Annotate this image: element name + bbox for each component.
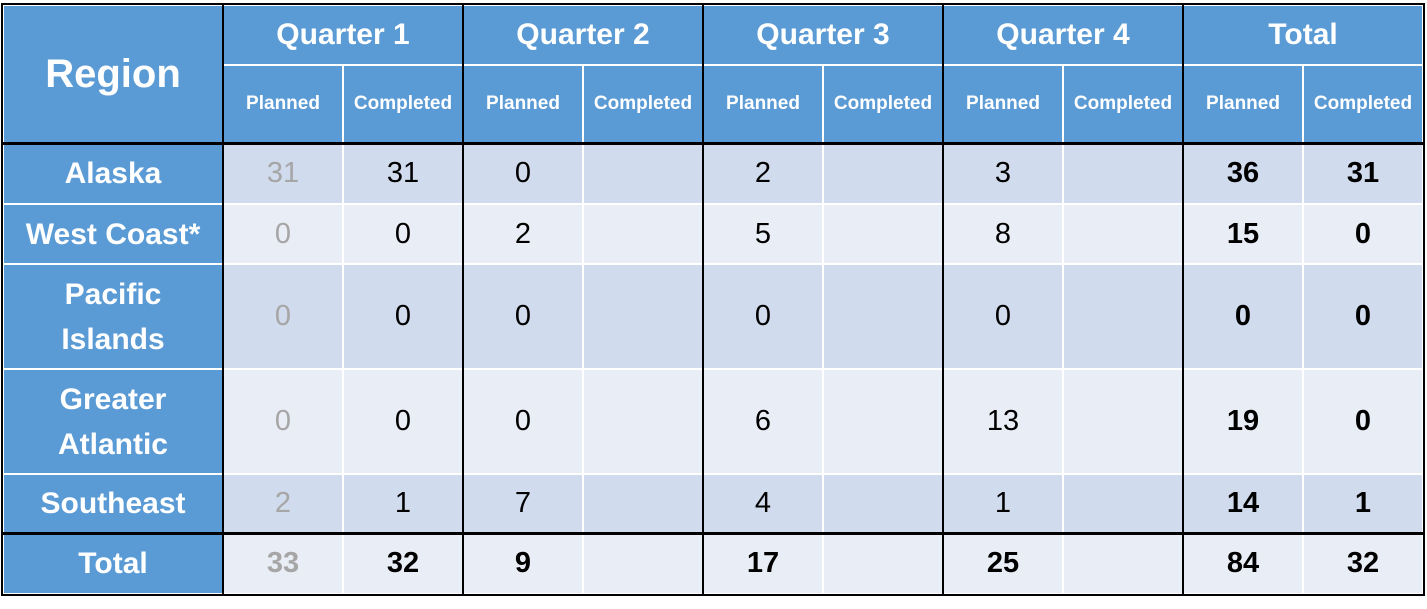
value-cell: 0 (943, 264, 1063, 369)
border-line (462, 5, 464, 594)
value-cell: 0 (223, 369, 343, 474)
border-line (1, 3, 3, 596)
region-header: Region (3, 5, 223, 143)
value-cell: 0 (463, 264, 583, 369)
border-line (1182, 5, 1184, 594)
column-header: Planned (703, 65, 823, 143)
region-cell: Total (3, 533, 223, 594)
value-cell: 32 (343, 533, 463, 594)
value-cell: 0 (463, 369, 583, 474)
border-line (1, 594, 1425, 596)
value-cell: 31 (1303, 143, 1423, 204)
border-line (942, 5, 944, 594)
value-cell: 0 (343, 369, 463, 474)
value-cell: 9 (463, 533, 583, 594)
border-line (1, 3, 1425, 5)
value-cell: 5 (703, 204, 823, 264)
value-cell: 3 (943, 143, 1063, 204)
column-header: Completed (823, 65, 943, 143)
column-header: Planned (223, 65, 343, 143)
value-cell: 7 (463, 474, 583, 533)
border-line (3, 532, 1423, 535)
region-cell: Pacific Islands (3, 264, 223, 369)
border-line (222, 5, 224, 594)
value-cell (1063, 143, 1183, 204)
column-header: Completed (1063, 65, 1183, 143)
column-header: Completed (583, 65, 703, 143)
value-cell (583, 533, 703, 594)
column-header: Planned (1183, 65, 1303, 143)
value-cell (823, 143, 943, 204)
value-cell: 1 (943, 474, 1063, 533)
value-cell (823, 204, 943, 264)
region-cell: Alaska (3, 143, 223, 204)
region-cell: West Coast* (3, 204, 223, 264)
group-header: Total (1183, 5, 1423, 65)
value-cell: 2 (463, 204, 583, 264)
group-header: Quarter 3 (703, 5, 943, 65)
value-cell (583, 204, 703, 264)
value-cell (583, 143, 703, 204)
value-cell: 0 (1183, 264, 1303, 369)
value-cell (1063, 474, 1183, 533)
value-cell: 6 (703, 369, 823, 474)
value-cell: 0 (703, 264, 823, 369)
region-cell: Southeast (3, 474, 223, 533)
value-cell: 84 (1183, 533, 1303, 594)
value-cell: 0 (343, 204, 463, 264)
value-cell: 31 (223, 143, 343, 204)
border-line (702, 5, 704, 594)
column-header: Completed (343, 65, 463, 143)
value-cell: 1 (343, 474, 463, 533)
column-header: Planned (943, 65, 1063, 143)
value-cell: 0 (1303, 369, 1423, 474)
region-cell: Greater Atlantic (3, 369, 223, 474)
value-cell (823, 264, 943, 369)
value-cell (823, 533, 943, 594)
border-line (3, 142, 1423, 145)
value-cell: 2 (703, 143, 823, 204)
value-cell (823, 474, 943, 533)
value-cell: 0 (223, 264, 343, 369)
value-cell: 15 (1183, 204, 1303, 264)
column-header: Planned (463, 65, 583, 143)
value-cell (1063, 204, 1183, 264)
value-cell (583, 474, 703, 533)
group-header: Quarter 2 (463, 5, 703, 65)
value-cell: 8 (943, 204, 1063, 264)
value-cell: 13 (943, 369, 1063, 474)
value-cell: 0 (1303, 264, 1423, 369)
value-cell: 2 (223, 474, 343, 533)
value-cell: 36 (1183, 143, 1303, 204)
value-cell: 31 (343, 143, 463, 204)
group-header: Quarter 4 (943, 5, 1183, 65)
border-line (1423, 3, 1425, 596)
value-cell: 14 (1183, 474, 1303, 533)
value-cell: 4 (703, 474, 823, 533)
group-header: Quarter 1 (223, 5, 463, 65)
value-cell (1063, 533, 1183, 594)
value-cell: 0 (1303, 204, 1423, 264)
value-cell: 33 (223, 533, 343, 594)
value-cell (823, 369, 943, 474)
value-cell: 0 (343, 264, 463, 369)
value-cell: 1 (1303, 474, 1423, 533)
value-cell (583, 264, 703, 369)
value-cell: 32 (1303, 533, 1423, 594)
column-header: Completed (1303, 65, 1423, 143)
value-cell: 17 (703, 533, 823, 594)
value-cell: 25 (943, 533, 1063, 594)
value-cell: 0 (463, 143, 583, 204)
value-cell: 0 (223, 204, 343, 264)
value-cell (1063, 369, 1183, 474)
value-cell (1063, 264, 1183, 369)
value-cell: 19 (1183, 369, 1303, 474)
value-cell (583, 369, 703, 474)
